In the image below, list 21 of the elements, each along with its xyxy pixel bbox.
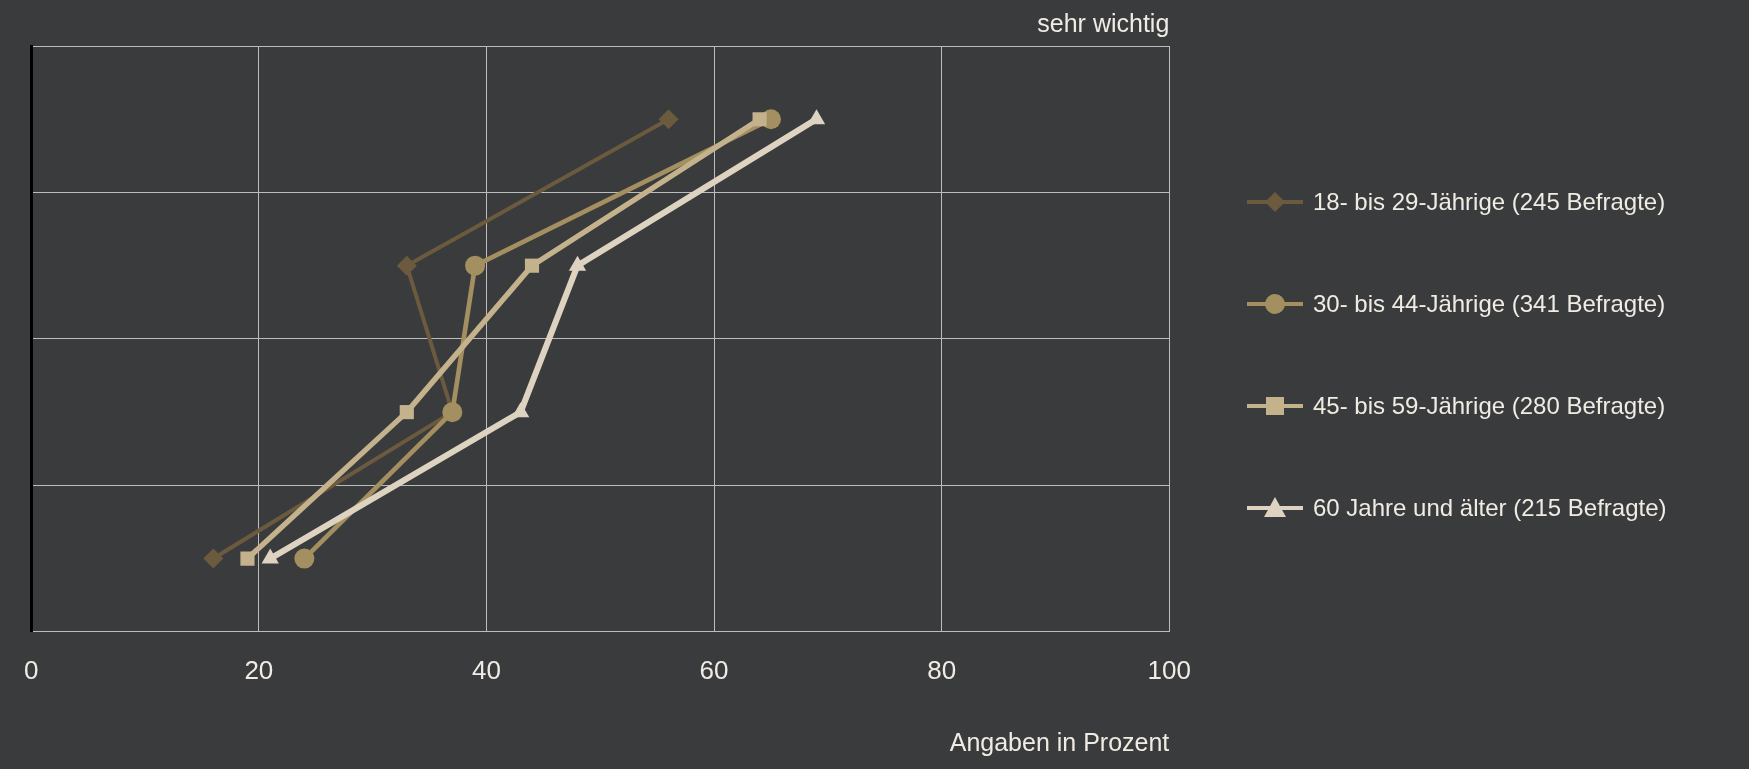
x-tick-label: 0 [24, 654, 39, 685]
point [294, 548, 315, 569]
legend-label: 60 Jahre und älter (215 Befragte) [1313, 493, 1667, 522]
point [203, 548, 224, 569]
x-tick-label: 40 [472, 654, 501, 685]
point [752, 112, 767, 127]
point [399, 405, 414, 420]
x-tick-label: 60 [699, 654, 729, 685]
point [524, 258, 540, 273]
x-axis-title: Angaben in Prozent [949, 727, 1170, 756]
text: sehr wichtig [1037, 9, 1170, 38]
point [658, 109, 679, 130]
legend-label: 18- bis 29-Jährige (245 Befragte) [1313, 187, 1666, 216]
x-tick-label: 80 [927, 654, 957, 685]
point [396, 255, 417, 276]
point [240, 551, 255, 566]
legend-label: 45- bis 59-Jährige (280 Befragte) [1313, 391, 1666, 420]
x-tick-label: 100 [1147, 654, 1192, 685]
legend-label: 30- bis 44-Jährige (341 Befragte) [1313, 289, 1666, 318]
point [465, 255, 486, 276]
x-tick-label: 20 [244, 654, 274, 685]
